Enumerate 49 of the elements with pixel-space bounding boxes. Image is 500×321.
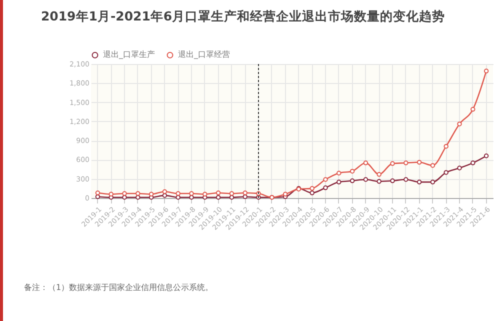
point: [122, 191, 127, 196]
point: [162, 193, 168, 198]
point: [350, 178, 355, 184]
text: 备注：（1）数据来源于国家企业信用信息公示系统。: [24, 282, 214, 293]
point: [336, 180, 342, 184]
point: [95, 194, 100, 200]
point: [216, 194, 221, 200]
legend-label: 退出_口罩生产: [103, 50, 155, 60]
point: [323, 185, 328, 190]
point: [430, 163, 436, 168]
point: [376, 179, 382, 184]
point: [470, 160, 476, 166]
point: [363, 160, 368, 166]
point: [242, 194, 248, 200]
point: [470, 106, 476, 112]
point: [323, 177, 328, 182]
point: [136, 191, 140, 196]
point: [176, 191, 180, 196]
point: [457, 122, 462, 126]
point: [189, 191, 194, 196]
point: [108, 192, 114, 197]
point: [430, 180, 436, 184]
point: [390, 161, 395, 166]
point: [216, 190, 221, 196]
point: [242, 190, 248, 196]
point: [363, 177, 368, 182]
point: [484, 68, 489, 74]
point: [457, 166, 462, 170]
point: [350, 168, 355, 174]
point: [95, 190, 100, 196]
point: [376, 172, 382, 177]
chart-title: 2019年1月-2021年6月口罩生产和经营企业退出市场数量的变化趋势: [40, 8, 446, 24]
point: [202, 192, 208, 197]
point: [416, 180, 422, 184]
point: [229, 191, 234, 196]
point: [416, 160, 422, 165]
point: [484, 154, 489, 158]
point: [404, 177, 408, 182]
point: [444, 170, 448, 175]
point: [336, 170, 342, 176]
point: [390, 178, 395, 184]
point: [148, 192, 154, 197]
point: [444, 144, 448, 149]
point: [310, 186, 314, 191]
point: [310, 190, 314, 196]
point: [404, 160, 408, 166]
point: [162, 189, 168, 194]
point: [282, 192, 288, 197]
legend-label: 退出_口罩经营: [178, 50, 230, 60]
